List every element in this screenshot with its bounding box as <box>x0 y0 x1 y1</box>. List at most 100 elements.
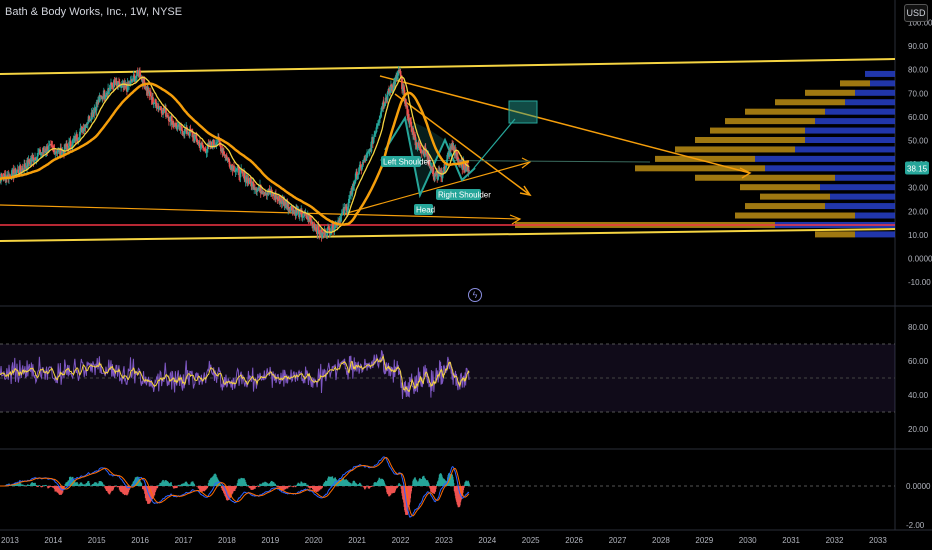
price-candle-345 <box>244 179 247 182</box>
macd-hist-bar-575 <box>398 483 400 486</box>
price-candle-506 <box>356 175 359 180</box>
price-candle-435 <box>309 219 312 221</box>
price-candle-229 <box>160 109 163 114</box>
price-candle-508 <box>358 167 360 174</box>
price-candle-255 <box>179 125 182 131</box>
price-candle-522 <box>368 150 371 152</box>
volume-profile-bar-blue-17 <box>855 231 895 238</box>
price-candle-464 <box>330 229 333 232</box>
macd-hist-bar-292 <box>206 486 208 489</box>
price-axis-tick-11: -10.00 <box>908 278 931 287</box>
price-candle-512 <box>361 166 363 170</box>
price-candle-605 <box>412 130 415 138</box>
price-candle-202 <box>141 76 143 81</box>
currency-button[interactable]: USD <box>904 4 928 22</box>
macd-hist-bar-64 <box>41 486 44 487</box>
price-candle-64 <box>41 152 44 154</box>
price-candle-485 <box>345 206 348 213</box>
price-candle-572 <box>396 75 399 76</box>
price-candle-558 <box>390 84 392 93</box>
price-candle-531 <box>374 132 377 133</box>
price-candle-105 <box>71 145 73 148</box>
price-candle-61 <box>39 149 42 156</box>
price-candle-152 <box>105 94 107 97</box>
volume-profile-bar-gold-7 <box>695 137 805 143</box>
volume-profile-bar-gold-13 <box>760 193 830 200</box>
price-candle-544 <box>383 105 386 107</box>
macd-axis-tick-1: -2.00 <box>906 521 925 530</box>
price-candle-533 <box>376 125 379 128</box>
price-candle-634 <box>426 152 429 161</box>
price-candle-639 <box>429 159 431 169</box>
price-candle-333 <box>235 168 238 170</box>
price-candle-677 <box>447 154 450 156</box>
trend-line-4 <box>339 161 531 216</box>
price-candle-285 <box>201 143 204 145</box>
target-projection-line <box>473 118 516 169</box>
volume-profile-bar-blue-9 <box>755 155 895 162</box>
price-candle-620 <box>419 149 422 151</box>
volume-profile-bar-blue-15 <box>855 212 895 219</box>
price-candle-648 <box>433 175 436 178</box>
price-candle-188 <box>131 79 133 82</box>
price-candle-122 <box>83 127 86 132</box>
price-candle-78 <box>51 145 54 147</box>
price-candle-98 <box>65 144 68 147</box>
price-candle-150 <box>103 90 106 98</box>
price-candle-490 <box>348 198 351 200</box>
price-candle-68 <box>44 150 47 152</box>
price-candle-191 <box>133 75 136 77</box>
price-candle-581 <box>401 77 403 90</box>
price-candle-589 <box>404 99 407 107</box>
price-candle-664 <box>441 171 443 179</box>
macd-hist-bar-139 <box>95 482 98 486</box>
macd-hist-bar-652 <box>435 486 438 487</box>
price-candle-282 <box>199 142 201 148</box>
macd-hist-bar-636 <box>427 483 430 486</box>
macd-hist-bar-546 <box>384 485 386 486</box>
price-candle-237 <box>166 114 169 118</box>
price-candle-81 <box>53 149 56 155</box>
channel-lower-line <box>0 228 896 242</box>
price-candle-251 <box>176 126 179 130</box>
price-candle-125 <box>85 124 88 128</box>
price-candle-462 <box>329 233 332 234</box>
price-candle-446 <box>317 225 320 231</box>
macd-hist-bar-708 <box>462 486 465 490</box>
price-candle-232 <box>162 107 165 112</box>
price-candle-687 <box>452 144 455 151</box>
price-candle-643 <box>431 167 433 169</box>
price-candle-720 <box>468 170 470 172</box>
macd-hist-bar-69 <box>45 484 47 486</box>
price-candle-256 <box>180 125 183 127</box>
lightning-icon[interactable]: ϟ <box>468 288 482 302</box>
time-axis-tick-13: 2026 <box>565 536 583 545</box>
price-candle-466 <box>332 222 334 232</box>
price-candle-355 <box>251 182 254 183</box>
price-candle-562 <box>391 85 394 90</box>
macd-hist-bar-149 <box>102 484 105 486</box>
price-candle-217 <box>152 97 154 105</box>
price-candle-173 <box>120 84 123 87</box>
price-candle-225 <box>157 105 160 109</box>
price-candle-169 <box>117 81 120 86</box>
price-candle-331 <box>234 170 237 172</box>
macd-hist-bar-578 <box>399 484 402 486</box>
price-candle-509 <box>358 164 361 168</box>
price-candle-134 <box>92 112 94 117</box>
price-candle-228 <box>160 107 162 110</box>
time-axis-tick-15: 2028 <box>652 536 670 545</box>
rsi-axis-tick-1: 60.00 <box>908 357 929 366</box>
price-candle-619 <box>419 145 422 150</box>
price-candle-375 <box>266 192 269 196</box>
price-candle-409 <box>290 206 293 211</box>
price-candle-559 <box>390 84 393 88</box>
volume-profile-bar-gold-15 <box>735 212 855 219</box>
price-candle-58 <box>37 153 39 157</box>
macd-hist-bar-243 <box>170 485 173 486</box>
price-candle-695 <box>456 152 458 158</box>
volume-profile-bar-blue-6 <box>805 127 895 134</box>
price-candle-322 <box>227 158 230 162</box>
target-box <box>508 100 538 124</box>
